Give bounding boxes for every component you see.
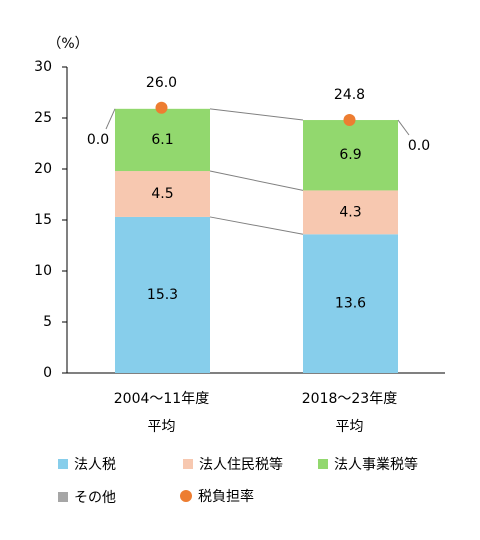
other-leader-line <box>105 108 116 130</box>
x-category-label: 2018～23年度 <box>302 391 397 407</box>
legend-label-other: その他 <box>74 490 116 506</box>
legend-item-other: その他 <box>58 487 116 507</box>
x-category-sublabel: 平均 <box>336 419 364 435</box>
y-unit-label: （%） <box>47 36 88 52</box>
y-tick-label: 10 <box>34 263 52 279</box>
y-tick-label: 0 <box>43 365 52 381</box>
y-tick-label: 5 <box>43 314 52 330</box>
bar-segment <box>303 190 398 235</box>
bar-value-label: 6.1 <box>151 132 173 148</box>
legend-item-corporate-tax: 法人税 <box>58 454 116 474</box>
connector-line <box>209 108 304 121</box>
y-tick-label: 20 <box>34 161 52 177</box>
legend-label-tax-burden: 税負担率 <box>198 489 254 505</box>
legend-item-resident-tax: 法人住民税等 <box>183 454 283 474</box>
bar-value-label: 4.3 <box>339 204 361 220</box>
legend-label-enterprise-tax: 法人事業税等 <box>334 457 418 473</box>
tax-burden-label: 24.8 <box>334 87 365 103</box>
bar-segment <box>303 234 398 373</box>
legend-swatch-resident-tax <box>183 459 193 469</box>
legend-item-tax-burden: 税負担率 <box>180 486 254 506</box>
bar-segment <box>115 216 210 373</box>
x-category-sublabel: 平均 <box>148 419 176 435</box>
bar-segment <box>115 171 210 217</box>
other-value-label: 0.0 <box>87 132 109 148</box>
bar-segment <box>303 120 398 191</box>
connector-line <box>209 170 304 191</box>
legend-label-corporate-tax: 法人税 <box>74 457 116 473</box>
bar-value-label: 6.9 <box>339 147 361 163</box>
x-category-label: 2004～11年度 <box>114 391 209 407</box>
y-tick-label: 25 <box>34 110 52 126</box>
bar-value-label: 13.6 <box>335 296 366 312</box>
bar-value-label: 15.3 <box>147 287 178 303</box>
legend-label-resident-tax: 法人住民税等 <box>199 457 283 473</box>
y-tick-label: 15 <box>34 212 52 228</box>
bar-segment <box>115 108 210 172</box>
other-leader-line <box>397 119 410 136</box>
tax-burden-label: 26.0 <box>146 75 177 91</box>
legend-swatch-enterprise-tax <box>318 459 328 469</box>
tax-burden-marker <box>155 101 168 114</box>
bar-value-label: 4.5 <box>151 186 173 202</box>
other-value-label: 0.0 <box>408 138 430 154</box>
legend-swatch-other <box>58 492 68 502</box>
y-tick-label: 30 <box>34 59 52 75</box>
tax-burden-marker <box>343 114 356 127</box>
legend-item-enterprise-tax: 法人事業税等 <box>318 454 418 474</box>
connector-line <box>209 216 304 235</box>
legend-marker-tax-burden <box>180 490 192 502</box>
legend-swatch-corporate-tax <box>58 459 68 469</box>
